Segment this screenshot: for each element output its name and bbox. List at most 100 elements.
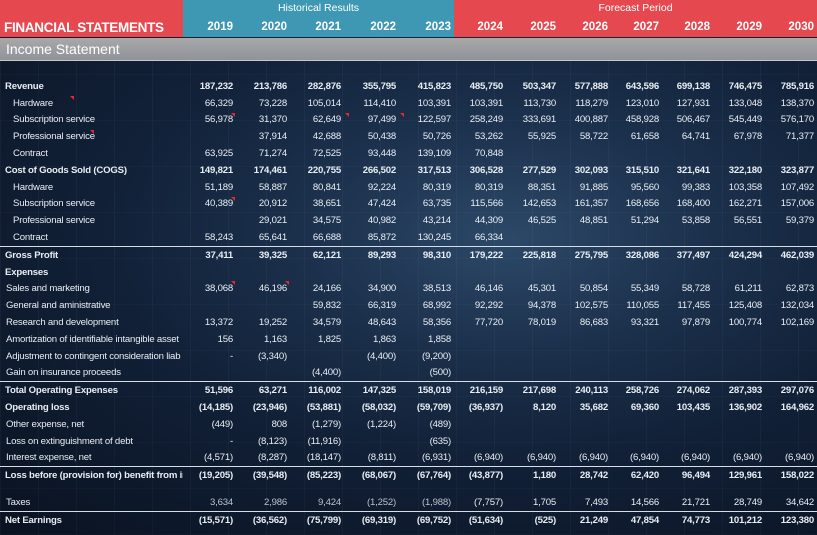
value-cell[interactable] bbox=[506, 229, 559, 246]
value-cell[interactable]: 47,424 bbox=[367, 198, 396, 210]
value-cell[interactable]: 156 bbox=[217, 333, 234, 345]
value-cell[interactable]: 56,978 bbox=[204, 114, 233, 126]
value-cell[interactable]: - bbox=[230, 435, 233, 447]
value-cell[interactable]: 73,228 bbox=[258, 97, 287, 109]
value-cell[interactable] bbox=[290, 484, 344, 494]
value-cell[interactable]: 70,848 bbox=[474, 148, 503, 160]
value-cell[interactable]: 168,400 bbox=[676, 198, 710, 210]
value-cell[interactable]: 80,319 bbox=[422, 181, 451, 193]
value-cell[interactable]: 217,698 bbox=[506, 381, 559, 400]
value-cell[interactable]: (4,400) bbox=[312, 367, 341, 379]
value-cell[interactable]: 127,931 bbox=[676, 97, 710, 109]
value-cell[interactable]: 114,410 bbox=[363, 97, 396, 109]
row-label[interactable]: Subscription service bbox=[13, 114, 95, 126]
row-label[interactable]: Cost of Goods Sold (COGS) bbox=[5, 164, 127, 176]
row-label[interactable]: Hardware bbox=[13, 97, 53, 109]
value-cell[interactable]: 95,560 bbox=[630, 181, 659, 193]
value-cell[interactable] bbox=[662, 331, 713, 348]
value-cell[interactable]: 129,961 bbox=[713, 466, 765, 485]
value-cell[interactable] bbox=[713, 145, 765, 162]
row-label[interactable]: Net Earnings bbox=[0, 510, 183, 529]
value-cell[interactable] bbox=[765, 348, 817, 365]
value-cell[interactable]: 123,380 bbox=[765, 510, 817, 529]
value-cell[interactable]: 98,310 bbox=[399, 245, 454, 264]
value-cell[interactable] bbox=[454, 365, 506, 382]
value-cell[interactable]: 80,319 bbox=[474, 181, 503, 193]
value-cell[interactable]: 317,513 bbox=[417, 164, 451, 176]
row-label[interactable]: Other expense, net bbox=[6, 418, 84, 430]
value-cell[interactable]: (8,287) bbox=[258, 452, 287, 464]
value-cell[interactable] bbox=[399, 264, 454, 281]
value-cell[interactable]: 138,370 bbox=[780, 97, 814, 109]
value-cell[interactable]: 168,656 bbox=[625, 198, 659, 210]
value-cell[interactable]: 99,383 bbox=[681, 181, 710, 193]
value-cell[interactable]: 58,887 bbox=[258, 181, 287, 193]
value-cell[interactable]: (36,937) bbox=[468, 402, 503, 414]
value-cell[interactable]: 113,730 bbox=[523, 97, 556, 109]
value-cell[interactable] bbox=[662, 433, 713, 450]
value-cell[interactable] bbox=[559, 264, 611, 281]
value-cell[interactable]: 9,424 bbox=[317, 497, 341, 509]
value-cell[interactable]: (43,877) bbox=[454, 466, 506, 485]
value-cell[interactable]: 216,159 bbox=[454, 381, 506, 400]
value-cell[interactable]: 400,887 bbox=[574, 114, 608, 126]
value-cell[interactable]: 46,146 bbox=[474, 283, 503, 295]
value-cell[interactable]: 29,021 bbox=[258, 215, 287, 227]
comment-marker[interactable] bbox=[90, 130, 94, 134]
value-cell[interactable] bbox=[611, 331, 662, 348]
value-cell[interactable]: 415,823 bbox=[417, 80, 451, 92]
value-cell[interactable]: 306,528 bbox=[469, 164, 503, 176]
value-cell[interactable]: 62,873 bbox=[785, 283, 814, 295]
value-cell[interactable]: 746,475 bbox=[728, 80, 762, 92]
value-cell[interactable] bbox=[506, 145, 559, 162]
value-cell[interactable]: 46,525 bbox=[527, 215, 556, 227]
value-cell[interactable]: 123,010 bbox=[625, 97, 659, 109]
value-cell[interactable]: 149,821 bbox=[199, 164, 233, 176]
value-cell[interactable]: 46,196 bbox=[258, 283, 287, 295]
value-cell[interactable] bbox=[559, 348, 611, 365]
value-cell[interactable] bbox=[765, 484, 817, 494]
value-cell[interactable] bbox=[559, 416, 611, 433]
value-cell[interactable]: 2,986 bbox=[263, 497, 287, 509]
value-cell[interactable]: 93,321 bbox=[630, 317, 659, 329]
value-cell[interactable]: (6,940) bbox=[474, 452, 503, 464]
value-cell[interactable]: 34,900 bbox=[367, 283, 396, 295]
value-cell[interactable]: 67,978 bbox=[733, 131, 762, 143]
value-cell[interactable] bbox=[765, 433, 817, 450]
value-cell[interactable] bbox=[183, 128, 236, 145]
value-cell[interactable]: 59,379 bbox=[785, 215, 814, 227]
row-label[interactable]: Interest expense, net bbox=[6, 452, 92, 464]
row-label[interactable]: Sales and marketing bbox=[6, 283, 90, 295]
value-cell[interactable] bbox=[713, 484, 765, 494]
value-cell[interactable]: 1,705 bbox=[532, 497, 556, 509]
value-cell[interactable]: (6,940) bbox=[733, 452, 762, 464]
value-cell[interactable]: 187,232 bbox=[199, 80, 233, 92]
value-cell[interactable] bbox=[183, 297, 236, 314]
value-cell[interactable] bbox=[344, 484, 399, 494]
value-cell[interactable]: 64,741 bbox=[681, 131, 710, 143]
value-cell[interactable]: 68,992 bbox=[422, 300, 451, 312]
value-cell[interactable]: 699,138 bbox=[676, 80, 710, 92]
value-cell[interactable]: 1,858 bbox=[427, 333, 451, 345]
value-cell[interactable] bbox=[611, 365, 662, 382]
value-cell[interactable]: 55,925 bbox=[527, 131, 556, 143]
value-cell[interactable]: (68,067) bbox=[344, 466, 399, 485]
value-cell[interactable]: 58,728 bbox=[681, 283, 710, 295]
value-cell[interactable]: 78,019 bbox=[527, 317, 556, 329]
value-cell[interactable]: 103,358 bbox=[728, 181, 762, 193]
value-cell[interactable]: 258,249 bbox=[469, 114, 503, 126]
value-cell[interactable]: 158,022 bbox=[765, 466, 817, 485]
value-cell[interactable]: 322,180 bbox=[728, 164, 762, 176]
value-cell[interactable]: 34,579 bbox=[312, 317, 341, 329]
value-cell[interactable] bbox=[506, 433, 559, 450]
value-cell[interactable]: 66,334 bbox=[474, 232, 503, 244]
comment-marker[interactable] bbox=[285, 281, 289, 285]
value-cell[interactable]: (4,400) bbox=[367, 350, 396, 362]
value-cell[interactable]: 158,019 bbox=[399, 381, 454, 400]
value-cell[interactable]: 50,854 bbox=[579, 283, 608, 295]
value-cell[interactable]: 20,912 bbox=[258, 198, 287, 210]
value-cell[interactable]: 51,189 bbox=[204, 181, 233, 193]
value-cell[interactable]: 355,795 bbox=[362, 80, 396, 92]
value-cell[interactable]: (69,319) bbox=[344, 510, 399, 529]
value-cell[interactable]: (58,032) bbox=[361, 402, 396, 414]
